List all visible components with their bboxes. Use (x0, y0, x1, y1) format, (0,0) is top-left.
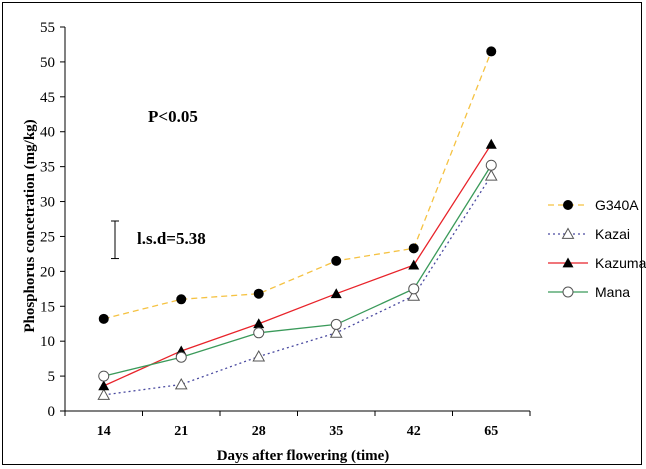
data-point-kazai (252, 350, 266, 362)
data-point-g340a (331, 255, 342, 266)
series-line-kazuma (103, 143, 492, 387)
series-line-g340a (103, 51, 492, 320)
x-tick-label: 14 (97, 424, 111, 439)
y-tick-label: 20 (40, 264, 55, 280)
x-tick-label: 35 (329, 424, 343, 439)
series-line-kazai (103, 175, 492, 396)
legend-item-kazuma: Kazuma (548, 255, 646, 271)
lsd-error-bar (111, 220, 119, 260)
legend-marker-g340a (563, 200, 573, 210)
data-point-kazuma (330, 288, 342, 299)
significance-annotation: P<0.05 (148, 107, 198, 126)
legend-marker-mana (562, 286, 574, 298)
y-tick-label: 30 (40, 195, 55, 211)
y-tick-label: 25 (40, 229, 55, 245)
data-point-mana (253, 327, 265, 339)
data-point-g340a (408, 243, 419, 254)
data-point-g340a (98, 313, 109, 324)
data-point-g340a (486, 46, 497, 57)
y-tick-label: 55 (40, 20, 55, 36)
lsd-annotation: l.s.d=5.38 (137, 229, 206, 248)
series-layer (97, 46, 498, 400)
series-g340a (98, 46, 497, 324)
y-tick-label: 45 (40, 90, 55, 106)
y-tick-label: 50 (40, 55, 55, 71)
series-kazuma (98, 138, 497, 391)
data-point-mana (175, 351, 187, 363)
data-point-kazai (174, 377, 188, 390)
data-point-kazai (484, 169, 498, 181)
y-tick-label: 35 (40, 160, 55, 176)
legend-item-mana: Mana (548, 284, 630, 300)
legend-item-g340a: G340A (548, 197, 639, 213)
data-point-g340a (253, 288, 264, 299)
legend-label-kazai: Kazai (595, 226, 630, 242)
data-point-g340a (176, 294, 187, 305)
data-point-mana (330, 318, 342, 330)
data-point-kazai (329, 326, 343, 338)
y-axis-title: Phosphorus concetration (mg/kg) (22, 119, 38, 332)
data-point-kazuma (408, 259, 420, 270)
legend-marker-kazai (561, 227, 575, 239)
series-line-mana (103, 164, 492, 377)
data-point-kazai (407, 289, 421, 301)
y-tick-label: 15 (40, 299, 55, 315)
y-tick-label: 40 (40, 125, 55, 141)
legend-label-g340a: G340A (595, 197, 639, 213)
legend-label-mana: Mana (595, 284, 630, 300)
data-point-kazuma (253, 318, 265, 329)
data-point-kazuma (485, 138, 497, 149)
y-tick-label: 10 (40, 334, 55, 350)
data-point-kazuma (98, 380, 110, 391)
data-point-mana (485, 159, 497, 171)
x-axis-title: Days after flowering (time) (217, 448, 390, 464)
chart-frame (2, 2, 642, 465)
series-kazai (97, 169, 498, 400)
series-mana (98, 159, 497, 382)
data-point-mana (98, 370, 110, 382)
axes: 0 5 10 15 20 25 30 35 40 45 50 55 14 21 28 35 42 65 (40, 20, 531, 439)
y-tick-label: 0 (48, 404, 56, 420)
legend-marker-kazuma (562, 257, 574, 268)
legend: G340A Kazai Kazuma Mana (548, 197, 646, 300)
data-point-mana (408, 283, 420, 295)
data-point-kazai (97, 388, 111, 400)
legend-item-kazai: Kazai (548, 226, 630, 242)
x-tick-label: 21 (174, 424, 188, 439)
x-tick-label: 42 (407, 424, 421, 439)
x-tick-label: 28 (252, 424, 266, 439)
y-tick-label: 5 (48, 369, 56, 385)
legend-label-kazuma: Kazuma (595, 255, 646, 271)
x-tick-label: 65 (484, 424, 498, 439)
